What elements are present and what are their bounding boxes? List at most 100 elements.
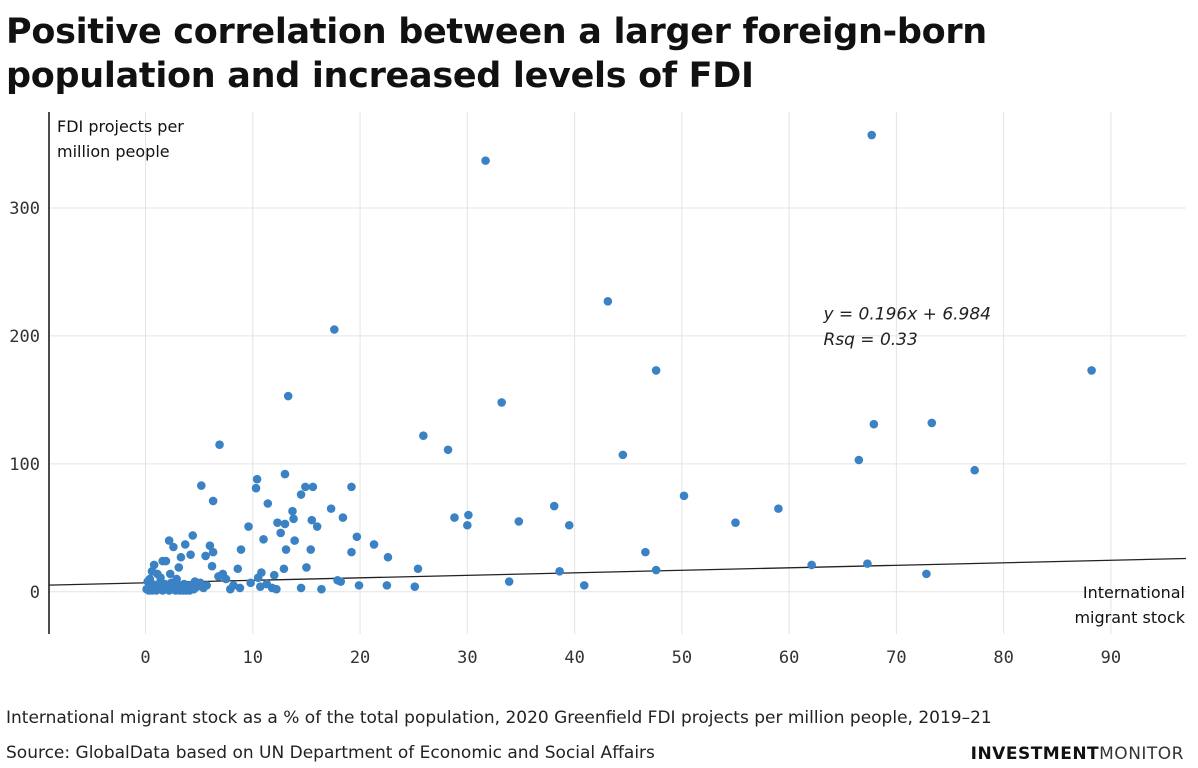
data-point (603, 297, 613, 306)
data-point (296, 583, 306, 593)
data-point (549, 501, 559, 511)
data-point (504, 577, 514, 586)
data-point (481, 156, 490, 165)
data-point (731, 518, 740, 527)
data-point (807, 560, 816, 570)
data-point (317, 584, 326, 594)
data-point (463, 520, 472, 530)
data-point (256, 582, 265, 591)
chart-caption: International migrant stock as a % of th… (6, 708, 992, 728)
data-point (246, 578, 255, 588)
data-point (869, 419, 879, 429)
brand-part-1: INVESTMENT (970, 744, 1100, 764)
y-tick-label: 100 (9, 455, 40, 475)
data-point (197, 481, 206, 490)
data-point (651, 366, 661, 375)
data-point (156, 573, 165, 583)
data-point (186, 550, 195, 559)
data-point (336, 577, 346, 586)
data-point (307, 515, 317, 525)
x-tick-label: 70 (886, 648, 906, 668)
x-tick-label: 60 (779, 648, 799, 668)
data-point (863, 559, 872, 568)
y-tick-label: 300 (9, 199, 40, 219)
data-point (579, 581, 589, 590)
data-point (369, 540, 379, 549)
x-tick-label: 50 (672, 648, 692, 668)
data-point (145, 574, 155, 584)
data-point (922, 569, 931, 579)
data-point (202, 581, 211, 590)
data-point (289, 514, 298, 524)
data-point (382, 581, 392, 590)
data-point (555, 567, 564, 576)
data-point (165, 569, 175, 579)
chart-title: Positive correlation between a larger fo… (6, 12, 987, 96)
data-point (927, 418, 937, 428)
data-point (347, 482, 356, 492)
data-point (308, 482, 318, 492)
data-point (235, 583, 245, 593)
data-point (272, 584, 281, 594)
data-point (172, 574, 181, 584)
x-tick-label: 30 (457, 648, 477, 668)
data-point (263, 499, 273, 508)
x-tick-label: 40 (564, 648, 584, 668)
data-point (259, 535, 268, 544)
data-point (867, 130, 877, 140)
data-point (296, 490, 306, 499)
data-point (354, 581, 364, 590)
data-point (774, 504, 783, 513)
data-point (326, 504, 336, 513)
data-point (854, 455, 864, 465)
trendline-equation: y = 0.196x + 6.984 (822, 304, 991, 324)
x-tick-label: 10 (243, 648, 263, 668)
data-point (229, 581, 238, 590)
data-point (236, 545, 246, 554)
data-point (251, 483, 261, 493)
data-point (312, 522, 322, 531)
x-tick-label: 80 (993, 648, 1013, 668)
data-point (161, 556, 171, 566)
gridlines (49, 112, 1186, 634)
tick-labels: 0 10 20 30 40 50 60 70 80 90 0 100 200 300 (9, 199, 1121, 668)
data-point (383, 552, 393, 562)
data-point (253, 573, 263, 583)
data-points (142, 130, 1096, 595)
data-point (347, 547, 356, 557)
y-tick-label: 200 (9, 327, 40, 347)
data-point (301, 482, 310, 492)
data-point (1087, 366, 1096, 375)
data-point (169, 542, 178, 552)
data-point (302, 563, 311, 572)
data-point (641, 547, 650, 557)
x-axis-label-line: migrant stock (1074, 608, 1185, 627)
data-point (464, 510, 473, 520)
data-point (188, 531, 198, 540)
data-point (205, 541, 215, 551)
data-point (208, 496, 218, 506)
data-point (164, 536, 174, 545)
data-point (283, 391, 293, 401)
data-point (147, 567, 157, 576)
data-point (279, 564, 289, 574)
data-point (352, 532, 362, 542)
data-point (330, 325, 339, 334)
trendline-rsq: Rsq = 0.33 (823, 330, 917, 350)
axis-labels: FDI projects per million people Internatio… (57, 117, 1186, 627)
x-tick-label: 90 (1101, 648, 1121, 668)
data-point (190, 577, 200, 586)
data-point (276, 528, 285, 538)
data-point (970, 465, 979, 475)
data-point (208, 547, 218, 557)
data-point (280, 519, 290, 529)
data-point (252, 474, 262, 484)
data-point (280, 469, 290, 479)
x-axis-label-line: International (1083, 583, 1185, 602)
data-point (306, 545, 316, 554)
data-point (215, 440, 224, 449)
data-point (514, 517, 524, 526)
data-point (338, 513, 348, 522)
data-point (288, 506, 297, 516)
data-point (207, 561, 217, 571)
